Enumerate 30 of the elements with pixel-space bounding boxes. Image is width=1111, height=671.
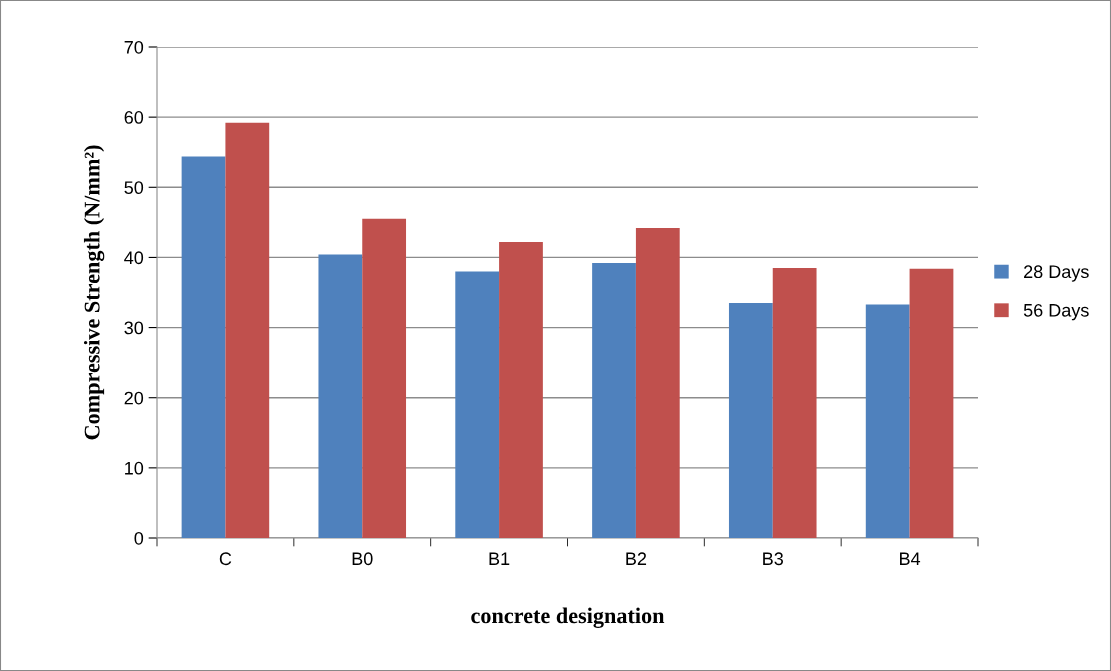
y-tick-label: 60: [124, 111, 144, 124]
x-axis-title: concrete designation: [471, 607, 665, 628]
y-tick-label: 10: [125, 461, 144, 475]
y-axis-title: Compressive Strength (N/mm²): [83, 145, 105, 440]
bar: [181, 156, 226, 538]
x-tick-label: B0: [352, 552, 373, 566]
bar: [728, 303, 773, 538]
x-tick-label: B1: [489, 552, 510, 565]
x-tick-label: B4: [900, 552, 921, 565]
bar: [635, 227, 680, 538]
bar: [592, 263, 636, 538]
bar: [225, 122, 270, 538]
y-tick-label: 20: [124, 391, 144, 405]
bar: [909, 268, 954, 538]
y-tick-label: 40: [124, 251, 144, 265]
y-tick-label: 30: [124, 321, 144, 335]
bar: [865, 304, 910, 538]
x-tick-label: B3: [763, 552, 783, 566]
y-tick-label: 0: [134, 531, 144, 545]
bar: [455, 271, 500, 538]
x-tick-label: B2: [626, 552, 647, 565]
bar: [318, 254, 363, 538]
bar: [772, 267, 817, 538]
y-tick-label: 50: [124, 181, 144, 195]
bar: [499, 242, 543, 538]
legend-label: 56 Days: [1023, 303, 1089, 321]
y-tick-label: 70: [124, 40, 144, 54]
x-tick-label: C: [219, 552, 232, 566]
bar: [362, 218, 407, 538]
legend-label: 28 Days: [1024, 265, 1089, 282]
